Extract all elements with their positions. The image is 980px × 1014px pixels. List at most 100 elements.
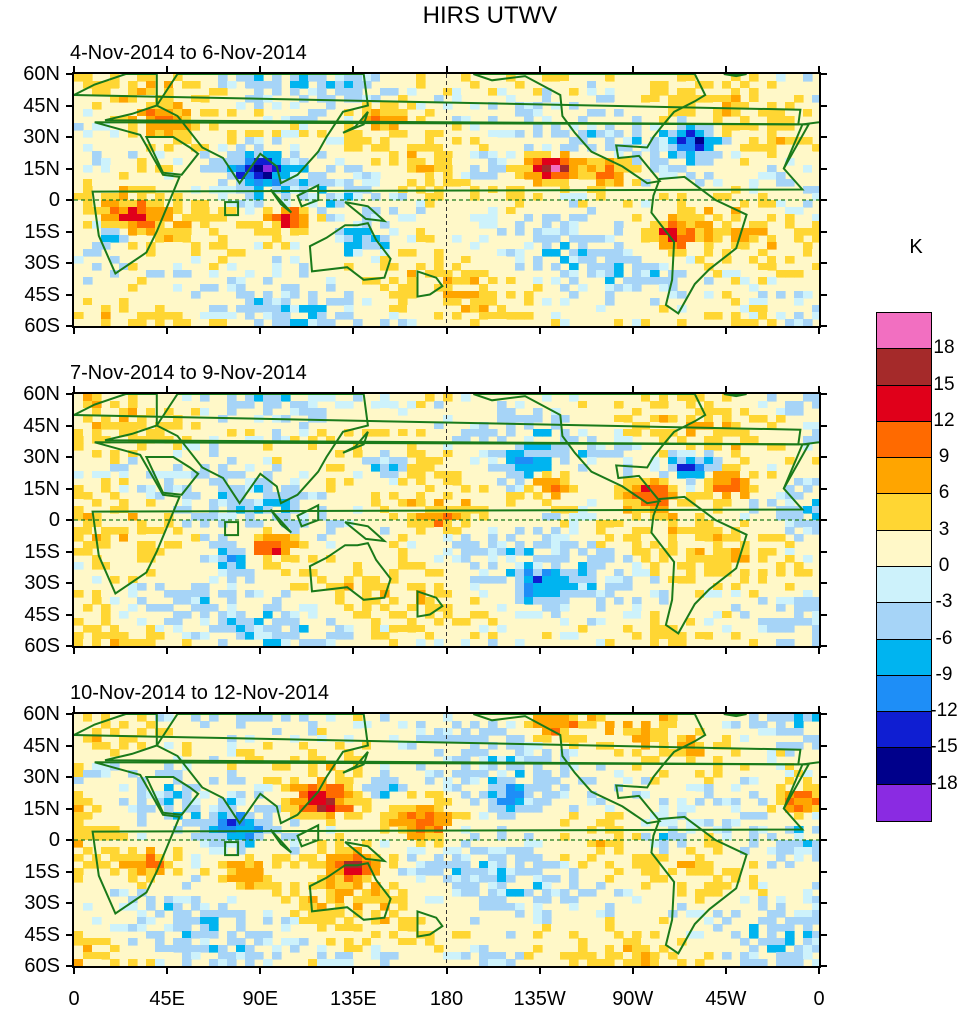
anomaly-cell <box>560 534 570 542</box>
anomaly-cell <box>614 861 624 869</box>
anomaly-cell <box>317 910 327 918</box>
anomaly-cell <box>254 910 264 918</box>
anomaly-cell <box>524 562 534 570</box>
anomaly-cell <box>767 172 777 180</box>
anomaly-cell <box>497 256 507 264</box>
anomaly-cell <box>254 165 264 173</box>
anomaly-cell <box>686 74 696 82</box>
anomaly-cell <box>659 847 669 855</box>
anomaly-cell <box>785 868 795 876</box>
anomaly-cell <box>668 137 678 145</box>
anomaly-cell <box>281 130 291 138</box>
anomaly-cell <box>110 959 120 966</box>
anomaly-cell <box>713 639 723 646</box>
anomaly-cell <box>110 200 120 208</box>
anomaly-cell <box>497 319 507 326</box>
anomaly-cell <box>470 165 480 173</box>
anomaly-cell <box>191 896 201 904</box>
anomaly-cell <box>209 242 219 250</box>
anomaly-cell <box>722 193 732 201</box>
anomaly-cell <box>110 924 120 932</box>
anomaly-cell <box>785 319 795 326</box>
anomaly-cell <box>722 868 732 876</box>
anomaly-cell <box>128 401 138 409</box>
anomaly-cell <box>182 450 192 458</box>
anomaly-cell <box>173 569 183 577</box>
anomaly-cell <box>587 618 597 626</box>
anomaly-cell <box>659 805 669 813</box>
anomaly-cell <box>659 833 669 841</box>
anomaly-cell <box>101 590 111 598</box>
anomaly-cell <box>83 520 93 528</box>
anomaly-cell <box>560 618 570 626</box>
anomaly-cell <box>542 116 552 124</box>
anomaly-cell <box>281 284 291 292</box>
anomaly-cell <box>299 116 309 124</box>
anomaly-cell <box>182 959 192 966</box>
anomaly-cell <box>101 221 111 229</box>
anomaly-cell <box>344 604 354 612</box>
anomaly-cell <box>173 214 183 222</box>
anomaly-cell <box>362 798 372 806</box>
anomaly-cell <box>596 270 606 278</box>
anomaly-cell <box>263 214 273 222</box>
anomaly-cell <box>569 735 579 743</box>
anomaly-cell <box>137 235 147 243</box>
anomaly-cell <box>362 534 372 542</box>
anomaly-cell <box>569 394 579 402</box>
anomaly-cell <box>524 284 534 292</box>
anomaly-cell <box>281 305 291 313</box>
anomaly-cell <box>722 590 732 598</box>
anomaly-cell <box>677 903 687 911</box>
anomaly-cell <box>497 249 507 257</box>
anomaly-cell <box>515 464 525 472</box>
lat-label: 30N <box>23 446 60 468</box>
anomaly-cell <box>182 499 192 507</box>
anomaly-cell <box>245 291 255 299</box>
anomaly-cell <box>506 305 516 313</box>
anomaly-cell <box>812 499 819 507</box>
anomaly-cell <box>713 312 723 320</box>
anomaly-cell <box>740 569 750 577</box>
anomaly-cell <box>524 728 534 736</box>
anomaly-cell <box>506 499 516 507</box>
anomaly-cell <box>191 805 201 813</box>
anomaly-cell <box>155 443 165 451</box>
anomaly-cell <box>326 861 336 869</box>
anomaly-cell <box>704 569 714 577</box>
anomaly-cell <box>137 742 147 750</box>
anomaly-cell <box>443 200 453 208</box>
anomaly-cell <box>515 165 525 173</box>
anomaly-cell <box>74 590 84 598</box>
anomaly-cell <box>137 312 147 320</box>
anomaly-cell <box>254 534 264 542</box>
anomaly-cell <box>551 924 561 932</box>
anomaly-cell <box>749 319 759 326</box>
anomaly-cell <box>389 284 399 292</box>
anomaly-cell <box>173 130 183 138</box>
anomaly-cell <box>317 186 327 194</box>
anomaly-cell <box>83 298 93 306</box>
anomaly-cell <box>236 249 246 257</box>
anomaly-cell <box>272 214 282 222</box>
anomaly-cell <box>119 798 129 806</box>
anomaly-cell <box>326 826 336 834</box>
anomaly-cell <box>164 590 174 598</box>
anomaly-cell <box>182 256 192 264</box>
anomaly-cell <box>605 450 615 458</box>
anomaly-cell <box>560 784 570 792</box>
anomaly-field <box>74 74 819 326</box>
anomaly-cell <box>227 910 237 918</box>
anomaly-cell <box>407 917 417 925</box>
anomaly-cell <box>614 109 624 117</box>
anomaly-cell <box>677 590 687 598</box>
anomaly-cell <box>506 457 516 465</box>
anomaly-cell <box>695 742 705 750</box>
anomaly-cell <box>470 777 480 785</box>
anomaly-cell <box>353 172 363 180</box>
anomaly-cell <box>146 875 156 883</box>
anomaly-cell <box>236 611 246 619</box>
anomaly-cell <box>389 548 399 556</box>
anomaly-cell <box>704 520 714 528</box>
anomaly-cell <box>452 520 462 528</box>
